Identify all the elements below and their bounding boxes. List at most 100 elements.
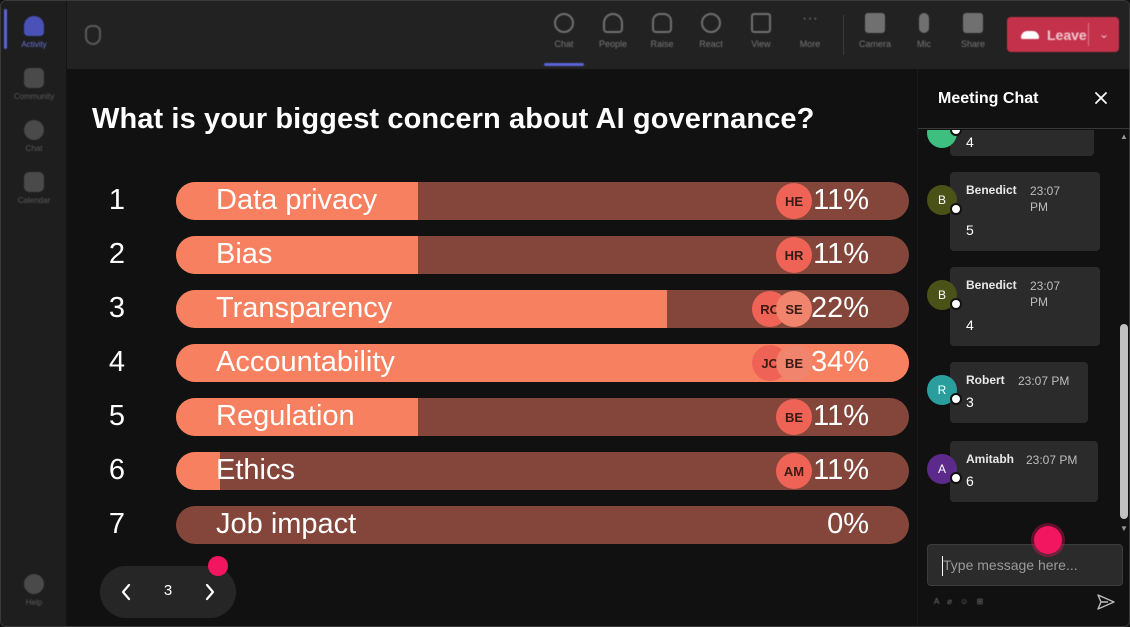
active-tab-indicator [544, 63, 584, 66]
toolbar-button-label: React [699, 39, 723, 49]
poll-option-bar[interactable]: Accountability JO BE 34% [176, 344, 909, 382]
calendar-icon [24, 171, 44, 192]
rail-item-calendar[interactable]: Calendar [4, 163, 64, 213]
poll-option-label: Regulation [216, 400, 355, 432]
poll-option-row: 3 Transparency RO SE 22% [67, 290, 917, 328]
toolbar-button-label: Chat [554, 39, 574, 49]
toolbar-button-label: Mic [917, 39, 931, 49]
poll-option-percent: 34% [810, 346, 869, 378]
text-caret [942, 556, 943, 576]
scroll-down-arrow-icon[interactable]: ▼ [1120, 524, 1128, 533]
view-grid-icon [751, 13, 771, 33]
toolbar-mic-button[interactable]: Mic [902, 11, 946, 61]
message-text: 3 [966, 394, 974, 410]
toolbar-view-button[interactable]: View [739, 11, 783, 61]
toolbar-share-button[interactable]: Share [951, 11, 995, 61]
poll-option-row: 5 Regulation BE 11% [67, 398, 917, 436]
poll-option-percent: 11% [813, 400, 869, 432]
chevron-down-icon[interactable]: ⌄ [1098, 27, 1109, 41]
poll-option-bar[interactable]: Data privacy HE 11% [176, 182, 909, 220]
toolbar-people-button[interactable]: People [591, 11, 635, 61]
send-button[interactable] [1096, 593, 1118, 613]
rail-item-activity[interactable]: Activity [4, 7, 64, 57]
people-icon [603, 13, 623, 33]
voter-avatar: BE [776, 345, 812, 381]
poll-option-bar-fill [176, 236, 418, 274]
chat-compose-box[interactable] [927, 544, 1123, 586]
close-chat-button[interactable] [1090, 87, 1112, 109]
toolbar-more-button[interactable]: ··· More [788, 11, 832, 61]
chat-message-input[interactable] [943, 553, 1113, 577]
rail-item-label: Help [25, 597, 43, 607]
poll-option-bar[interactable]: Bias HR 11% [176, 236, 909, 274]
poll-option-row: 4 Accountability JO BE 34% [67, 344, 917, 382]
poll-option-number: 4 [108, 346, 126, 378]
rail-item-community[interactable]: Community [4, 59, 64, 109]
toolbar-button-label: Share [960, 39, 986, 49]
close-icon [1095, 92, 1107, 104]
poll-option-number: 2 [108, 238, 126, 270]
chat-message-list[interactable]: 4 Benedict 23:07 PM 5 B Benedict 23:07 P… [918, 130, 1118, 536]
previous-page-button[interactable] [112, 577, 140, 607]
leave-button-label: Leave [1047, 26, 1087, 43]
chevron-right-icon [205, 583, 215, 601]
format-toolbar[interactable]: A ⌀ ☺ ⊞ [934, 597, 987, 606]
toolbar-button-label: View [751, 39, 771, 49]
scrollbar-thumb[interactable] [1120, 324, 1128, 519]
leave-button[interactable]: Leave ⌄ [1007, 17, 1119, 52]
poll-option-row: 1 Data privacy HE 11% [67, 182, 917, 220]
toolbar-button-label: More [799, 39, 821, 49]
poll-option-number: 3 [108, 292, 126, 324]
rail-item-label: Activity [21, 39, 47, 49]
poll-option-label: Job impact [216, 508, 357, 540]
avatar [927, 130, 957, 148]
poll-option-row: 7 Job impact 0% [67, 506, 917, 544]
raise-hand-icon [652, 13, 672, 33]
message-sender: Robert [966, 373, 1005, 387]
toolbar-chat-button[interactable]: Chat [542, 11, 586, 61]
poll-option-number: 7 [108, 508, 126, 540]
poll-option-percent: 11% [813, 454, 869, 486]
poll-option-bar[interactable]: Job impact 0% [176, 506, 909, 544]
poll-option-number: 5 [108, 400, 126, 432]
presence-status-icon [950, 393, 962, 405]
next-page-button[interactable] [196, 577, 224, 607]
mic-icon [919, 13, 929, 33]
toolbar-button-label: Camera [858, 39, 891, 49]
community-icon [24, 67, 44, 88]
toolbar-camera-button[interactable]: Camera [853, 11, 897, 61]
poll-option-percent: 11% [813, 238, 869, 270]
scroll-up-arrow-icon[interactable]: ▲ [1120, 132, 1128, 141]
poll-option-bar-fill [176, 182, 418, 220]
chat-title: Meeting Chat [938, 90, 1039, 107]
rail-item-label: Calendar [17, 195, 51, 205]
message-sender: Benedict [966, 278, 1017, 292]
message-text: 4 [966, 134, 974, 150]
voter-avatar: HE [776, 183, 812, 219]
poll-option-bar[interactable]: Transparency RO SE 22% [176, 290, 909, 328]
rail-item-label: Community [13, 91, 55, 101]
message-time: 23:07 PM [1018, 374, 1070, 388]
chat-bubble-icon [24, 119, 44, 140]
toolbar-raise-button[interactable]: Raise [640, 11, 684, 61]
rail-item-help[interactable]: Help [4, 565, 64, 615]
message-text: 4 [966, 317, 974, 333]
rail-item-chat[interactable]: Chat [4, 111, 64, 161]
meeting-toolbar: Chat People Raise React View ··· More Ca… [67, 1, 1129, 69]
chat-scrollbar[interactable]: ▲ ▼ [1117, 130, 1129, 536]
meeting-chat-panel: Meeting Chat 4 Benedict 23:07 PM 5 B Ben… [917, 69, 1129, 626]
toolbar-react-button[interactable]: React [689, 11, 733, 61]
poll-option-bar[interactable]: Ethics AM 11% [176, 452, 909, 490]
poll-option-row: 2 Bias HR 11% [67, 236, 917, 274]
poll-option-bar[interactable]: Regulation BE 11% [176, 398, 909, 436]
voter-avatar: AM [776, 453, 812, 489]
more-dots-icon: ··· [802, 10, 818, 27]
poll-option-label: Transparency [216, 292, 393, 324]
message-time: 23:07 PM [1030, 279, 1061, 309]
poll-option-percent: 11% [813, 184, 869, 216]
shield-icon [85, 25, 101, 45]
poll-option-number: 1 [108, 184, 126, 216]
voter-avatar: SE [776, 291, 812, 327]
message-sender: Benedict [966, 183, 1017, 197]
